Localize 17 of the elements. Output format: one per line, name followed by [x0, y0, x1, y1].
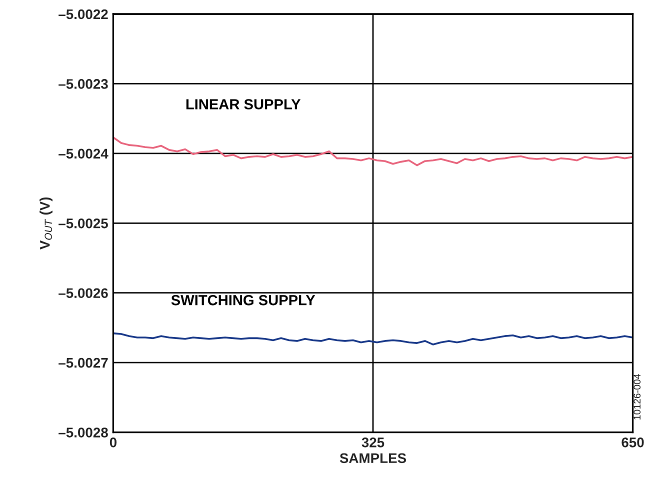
- y-tick-label: –5.0022: [58, 9, 108, 20]
- x-tick-label: 650: [622, 438, 644, 448]
- y-tick-label: –5.0024: [58, 148, 108, 159]
- y-tick-label: –5.0027: [58, 358, 108, 368]
- text: SWITCHING SUPPLY: [171, 294, 316, 306]
- y-tick-label: –5.0026: [58, 288, 108, 298]
- x-tick-label: 0: [110, 438, 117, 448]
- line-series: [113, 136, 633, 166]
- text: 10126-004: [634, 374, 641, 420]
- y-tick-label: –5.0025: [58, 218, 108, 228]
- y-tick-label: –5.0023: [58, 79, 108, 89]
- line-series: [113, 332, 633, 346]
- x-axis-title: SAMPLES: [340, 453, 406, 464]
- y-axis-title: V$_{OUT}$ (V): [40, 197, 52, 250]
- text: LINEAR SUPPLY: [186, 99, 301, 110]
- x-tick-label: 325: [362, 438, 384, 448]
- y-tick-label: –5.0028: [58, 428, 108, 438]
